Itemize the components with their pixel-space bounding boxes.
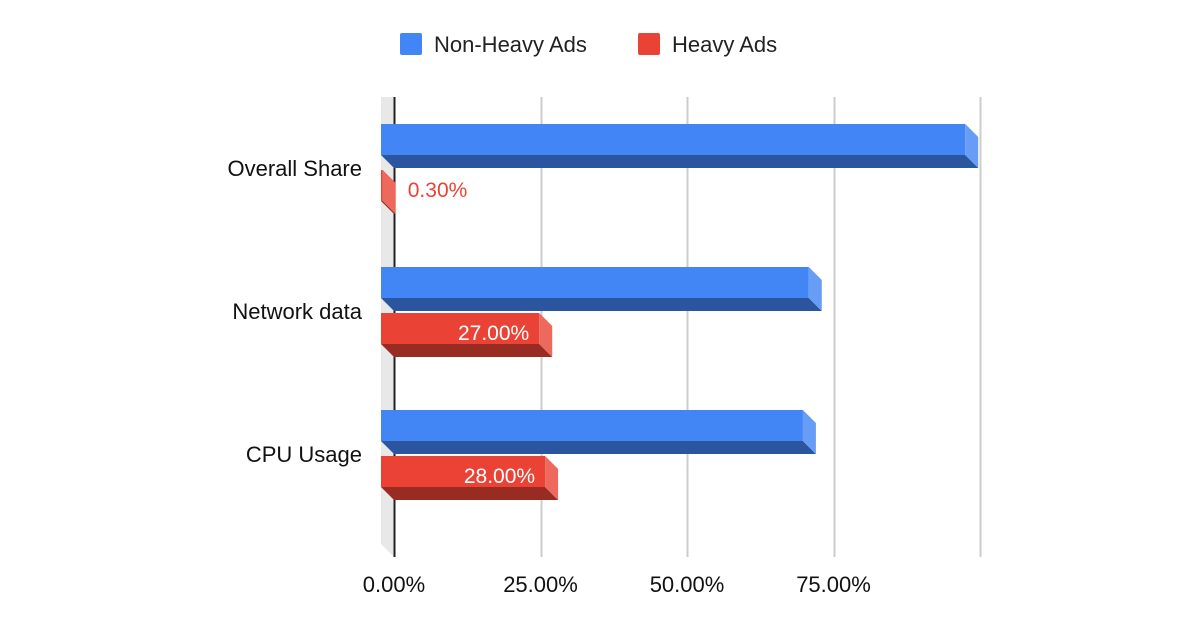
bar-non-heavy-ads xyxy=(381,410,816,454)
bar-heavy-ads xyxy=(381,313,553,357)
bar-front-face xyxy=(381,124,966,155)
data-labels: 0.30% 27.00% 28.00% xyxy=(408,179,535,488)
category-label: CPU Usage xyxy=(246,442,362,467)
legend-label: Non-Heavy Ads xyxy=(434,32,587,57)
bar-front-face xyxy=(381,410,803,441)
bar-end-face xyxy=(802,410,816,454)
bars xyxy=(381,124,979,500)
bar-end-face xyxy=(808,267,822,311)
x-axis-ticks: 0.00% 25.00% 50.00% 75.00% xyxy=(363,572,871,597)
bar-front-face xyxy=(381,267,809,298)
bar-front-face xyxy=(381,170,383,201)
x-tick-label: 50.00% xyxy=(650,572,725,597)
bar-front-face xyxy=(381,456,546,487)
data-label: 0.30% xyxy=(408,179,468,202)
x-tick-label: 25.00% xyxy=(503,572,578,597)
legend-label: Heavy Ads xyxy=(672,32,777,57)
data-label: 27.00% xyxy=(458,322,529,345)
bar-front-face xyxy=(381,313,540,344)
bar-end-face xyxy=(539,313,553,357)
data-label: 28.00% xyxy=(464,465,535,488)
bar-end-face xyxy=(382,170,396,214)
bar-bottom-face xyxy=(381,155,979,168)
bar-non-heavy-ads xyxy=(381,124,979,168)
bar-heavy-ads xyxy=(381,170,396,214)
legend-swatch xyxy=(400,33,422,55)
bar-non-heavy-ads xyxy=(381,267,822,311)
bar-end-face xyxy=(545,456,559,500)
x-tick-label: 75.00% xyxy=(796,572,871,597)
legend-swatch xyxy=(638,33,660,55)
bar-bottom-face xyxy=(381,344,553,357)
category-labels: Overall Share Network data CPU Usage xyxy=(227,156,362,467)
bar-bottom-face xyxy=(381,298,822,311)
x-tick-label: 0.00% xyxy=(363,572,425,597)
bar-bottom-face xyxy=(381,441,816,454)
category-label: Network data xyxy=(232,299,362,324)
bar-heavy-ads xyxy=(381,456,559,500)
legend: Non-Heavy Ads Heavy Ads xyxy=(400,32,777,57)
bar-end-face xyxy=(965,124,979,168)
category-label: Overall Share xyxy=(227,156,362,181)
bar-bottom-face xyxy=(381,487,559,500)
bar-bottom-face xyxy=(381,201,396,214)
